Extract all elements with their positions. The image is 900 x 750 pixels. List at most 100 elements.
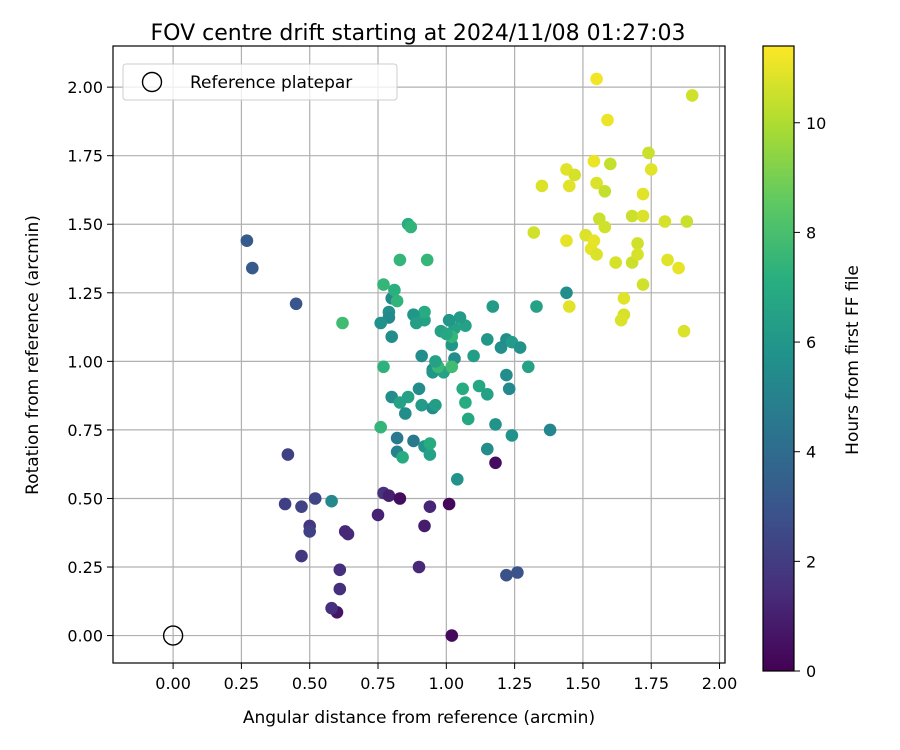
scatter-point bbox=[467, 349, 480, 363]
scatter-point bbox=[527, 226, 541, 239]
scatter-point bbox=[412, 382, 426, 396]
scatter-point bbox=[530, 300, 543, 313]
scatter-point bbox=[341, 527, 355, 541]
scatter-point bbox=[522, 360, 535, 374]
x-tick-label: 1.25 bbox=[497, 674, 533, 693]
scatter-point bbox=[412, 560, 426, 574]
scatter-point bbox=[661, 253, 674, 267]
x-tick-label: 0.00 bbox=[155, 674, 191, 693]
scatter-point bbox=[396, 451, 409, 464]
scatter-point bbox=[399, 407, 412, 420]
scatter-point bbox=[440, 327, 453, 341]
scatter-point bbox=[453, 311, 467, 324]
scatter-point bbox=[388, 283, 401, 297]
scatter-point bbox=[609, 256, 622, 269]
scatter-point bbox=[423, 500, 437, 513]
scatter-point bbox=[535, 179, 549, 193]
x-tick-label: 1.75 bbox=[633, 674, 669, 693]
scatter-point bbox=[560, 286, 573, 300]
scatter-point bbox=[658, 215, 672, 228]
colorbar-tick-label: 2 bbox=[806, 552, 816, 571]
scatter-point bbox=[333, 582, 347, 596]
scatter-point bbox=[644, 163, 658, 176]
scatter-point bbox=[505, 429, 519, 442]
scatter-point bbox=[598, 220, 612, 234]
scatter-point bbox=[240, 234, 254, 247]
scatter-point bbox=[617, 292, 631, 305]
x-tick-label: 0.75 bbox=[360, 674, 396, 693]
scatter-point bbox=[281, 448, 295, 461]
scatter-point bbox=[325, 494, 338, 508]
scatter-point bbox=[442, 313, 456, 327]
scatter-point bbox=[278, 497, 292, 511]
scatter-point bbox=[481, 388, 494, 401]
scatter-point bbox=[636, 209, 650, 223]
x-tick-label: 0.50 bbox=[292, 674, 328, 693]
colorbar-ticks: 0 2 4 6 8 10 bbox=[794, 114, 826, 681]
scatter-point bbox=[563, 179, 576, 193]
scatter-point bbox=[502, 382, 516, 396]
colorbar-tick-label: 4 bbox=[806, 443, 816, 462]
scatter-point bbox=[685, 89, 699, 102]
scatter-point bbox=[601, 113, 614, 127]
y-tick-label: 0.50 bbox=[67, 489, 103, 508]
scatter-point bbox=[429, 398, 442, 412]
scatter-point bbox=[303, 525, 317, 538]
scatter-point bbox=[374, 420, 388, 434]
scatter-point bbox=[445, 360, 459, 374]
scatter-point bbox=[423, 437, 437, 450]
y-tick-label: 1.25 bbox=[67, 284, 103, 303]
y-axis-label: Rotation from reference (arcmin) bbox=[23, 215, 43, 495]
x-tick-label: 2.00 bbox=[702, 674, 738, 693]
scatter-point bbox=[500, 368, 513, 382]
scatter-point bbox=[393, 492, 407, 505]
scatter-point bbox=[587, 154, 601, 168]
colorbar-tick-label: 6 bbox=[806, 333, 816, 352]
scatter-point bbox=[489, 456, 502, 470]
scatter-point bbox=[407, 434, 420, 448]
reference-circle-icon bbox=[162, 625, 184, 646]
scatter-point bbox=[614, 313, 628, 327]
scatter-point bbox=[680, 215, 694, 228]
colorbar-label: Hours from first FF file bbox=[843, 265, 863, 455]
scatter-point bbox=[410, 316, 423, 330]
y-tick-label: 1.75 bbox=[67, 147, 103, 166]
y-tick-label: 0.00 bbox=[67, 627, 103, 646]
data-points bbox=[240, 72, 699, 642]
scatter-point bbox=[423, 448, 437, 461]
scatter-point bbox=[481, 333, 494, 346]
scatter-point bbox=[295, 500, 308, 513]
scatter-point bbox=[459, 396, 472, 409]
scatter-point bbox=[590, 176, 603, 190]
scatter-point bbox=[390, 431, 404, 445]
scatter-point bbox=[401, 390, 415, 404]
scatter-point bbox=[442, 497, 456, 511]
y-tick-label: 2.00 bbox=[67, 78, 103, 97]
scatter-point bbox=[420, 253, 434, 267]
scatter-point bbox=[445, 629, 459, 642]
reference-marker bbox=[162, 625, 184, 646]
scatter-point bbox=[543, 423, 557, 437]
scatter-point bbox=[451, 473, 464, 486]
legend-label: Reference platepar bbox=[190, 73, 352, 93]
x-axis-ticks: 0.00 0.25 0.50 0.75 1.00 1.25 1.50 1.75 2.00 bbox=[155, 663, 737, 693]
scatter-point bbox=[500, 568, 513, 582]
scatter-point bbox=[489, 418, 502, 431]
scatter-point bbox=[631, 248, 644, 261]
scatter-point bbox=[560, 234, 573, 247]
x-tick-label: 1.50 bbox=[565, 674, 601, 693]
chart-title: FOV centre drift starting at 2024/11/08 … bbox=[151, 21, 686, 46]
scatter-point bbox=[598, 185, 612, 198]
scatter-point bbox=[631, 237, 644, 250]
scatter-point bbox=[415, 349, 429, 363]
scatter-point bbox=[295, 549, 308, 563]
scatter-point bbox=[325, 601, 338, 615]
scatter-point bbox=[486, 300, 500, 313]
scatter-point bbox=[472, 379, 486, 393]
scatter-point bbox=[308, 492, 322, 505]
x-tick-label: 0.25 bbox=[224, 674, 260, 693]
y-tick-label: 0.75 bbox=[67, 421, 103, 440]
scatter-point bbox=[418, 305, 431, 319]
legend-marker-icon bbox=[141, 71, 163, 93]
